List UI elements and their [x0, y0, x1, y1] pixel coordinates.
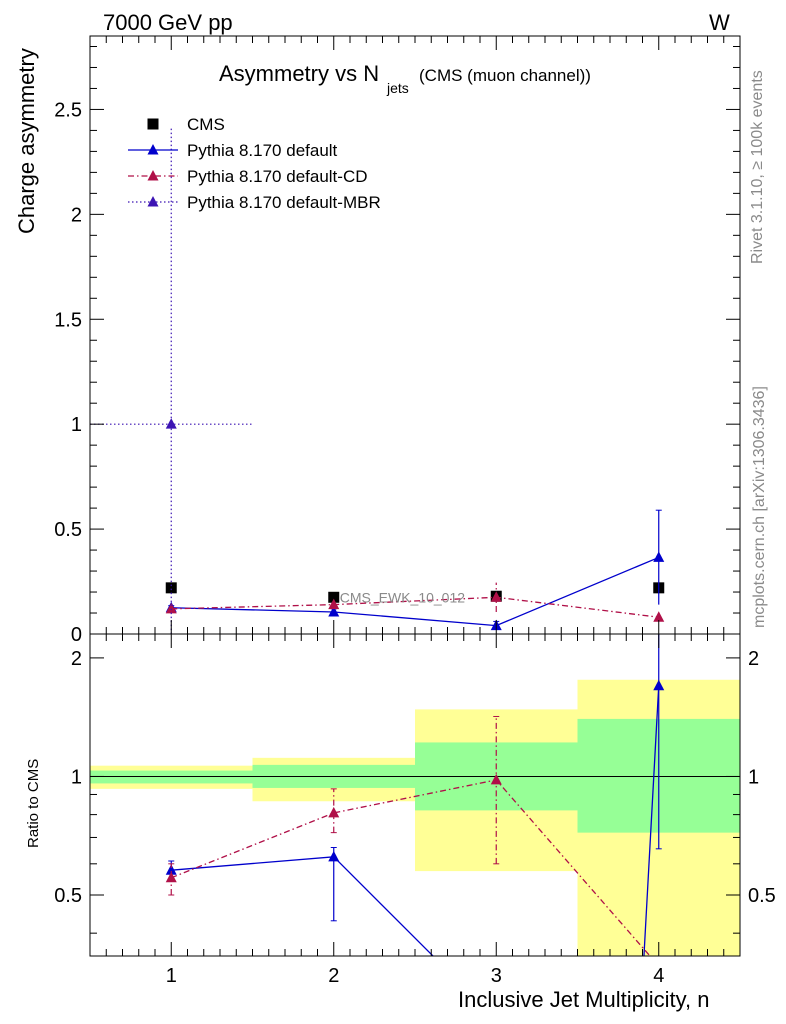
- legend-marker-4: [147, 196, 159, 207]
- top-ytick-label-2: 0.5: [54, 519, 82, 541]
- data-reference-annotation: CMS_EWK_10_012: [340, 589, 466, 605]
- top-y-label: Charge asymmetry: [14, 48, 39, 234]
- bottom-ytick-label-right-1: 0.5: [748, 885, 776, 907]
- legend: CMS Pythia 8.170 default Pythia 8.170 defa…: [128, 115, 381, 212]
- bottom-plot-marks: [165, 634, 665, 956]
- data-point-pythia-8-170-default-4: [653, 551, 665, 562]
- side-label-bottom: mcplots.cern.ch [arXiv:1306.3436]: [751, 386, 768, 628]
- ratio-point-pythia-8-170-default-cd-1: [165, 871, 177, 883]
- ratio-point-pythia-8-170-default-cd-3: [490, 773, 502, 785]
- ratio-point-pythia-8-170-default-2: [328, 850, 340, 862]
- side-label-top: Rivet 3.1.10, ≥ 100k events: [749, 70, 766, 264]
- series-line-pythia-8-170-default-cd: [171, 596, 659, 618]
- bottom-y-label: Ratio to CMS: [25, 759, 42, 848]
- ratio-line-pythia-8-170-default: [171, 685, 660, 956]
- legend-marker-1: [147, 118, 159, 130]
- xtick-label-1: 1: [166, 965, 177, 987]
- bottom-ytick-label-right-2: 1: [748, 766, 759, 788]
- axes: 0 0.5 1 1.5 2 2.5 1 2 3 4 0.5 0.5 1 1 2 2: [54, 35, 776, 987]
- band-green-1: [90, 770, 253, 784]
- ratio-line-pythia-8-170-default-cd: [171, 779, 651, 956]
- top-ytick-label-5: 2: [71, 204, 82, 226]
- data-point-cms-2: [328, 591, 340, 603]
- legend-label-4: Pythia 8.170 default-MBR: [187, 193, 381, 212]
- bottom-ytick-label-right-3: 2: [748, 648, 759, 670]
- data-point-cms-1: [165, 582, 177, 594]
- top-ytick-label-1: 0: [71, 624, 82, 646]
- legend-marker-2: [147, 144, 159, 155]
- legend-label-3: Pythia 8.170 default-CD: [187, 167, 368, 186]
- top-ytick-label-6: 2.5: [54, 99, 82, 121]
- legend-label-2: Pythia 8.170 default: [187, 141, 338, 160]
- data-point-pythia-8-170-default-cd-3: [490, 591, 502, 602]
- series-line-pythia-8-170-default: [171, 556, 660, 627]
- xtick-label-4: 4: [653, 965, 664, 987]
- title-sub: jets: [386, 80, 409, 96]
- top-title: Asymmetry vs N jets (CMS (muon channel)): [219, 61, 591, 96]
- legend-marker-3: [147, 170, 159, 181]
- data-point-pythia-8-170-default-cd-1: [165, 602, 177, 614]
- top-plot-marks: [90, 126, 665, 634]
- xtick-label-3: 3: [491, 965, 502, 987]
- x-axis-label: Inclusive Jet Multiplicity, n: [458, 987, 709, 1012]
- data-point-pythia-8-170-default-cd-4: [653, 611, 665, 622]
- data-point-pythia-8-170-default-2: [328, 605, 340, 617]
- title-main: Asymmetry vs N: [219, 61, 379, 86]
- ratio-bands: [90, 679, 740, 956]
- ratio-point-pythia-8-170-default-1: [165, 864, 177, 875]
- header-right: W: [709, 10, 730, 35]
- top-ytick-label-4: 1.5: [54, 309, 82, 331]
- data-point-pythia-8-170-default-mbr-1: [165, 418, 177, 429]
- legend-label-1: CMS: [187, 115, 225, 134]
- top-ytick-label-3: 1: [71, 414, 82, 436]
- data-point-pythia-8-170-default-cd-2: [328, 598, 340, 610]
- bottom-ytick-label-left-2: 1: [71, 766, 82, 788]
- ratio-point-pythia-8-170-default-5: [653, 679, 665, 691]
- bottom-ytick-label-left-1: 0.5: [54, 885, 82, 907]
- xtick-label-2: 2: [328, 965, 339, 987]
- header-left: 7000 GeV pp: [103, 10, 233, 35]
- title-suffix: (CMS (muon channel)): [419, 66, 591, 85]
- ratio-point-pythia-8-170-default-cd-2: [328, 806, 340, 818]
- bottom-ytick-label-left-3: 2: [71, 648, 82, 670]
